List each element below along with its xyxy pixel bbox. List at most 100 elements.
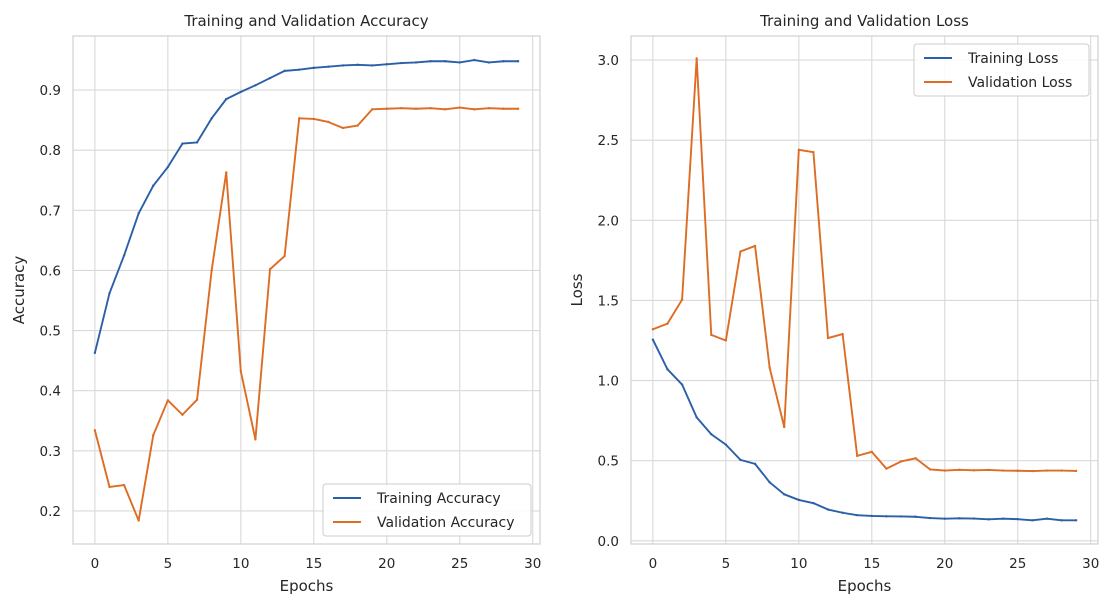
y-axis-label: Loss — [568, 273, 586, 306]
data-point — [943, 469, 946, 472]
data-point — [312, 66, 315, 70]
data-point — [225, 97, 228, 101]
data-point — [856, 513, 859, 517]
data-point — [370, 108, 374, 111]
data-point — [254, 84, 257, 87]
data-point — [783, 425, 786, 429]
data-point — [841, 511, 844, 514]
data-point — [268, 268, 272, 271]
data-point — [137, 212, 140, 215]
plot-area — [73, 36, 540, 544]
chart-0: 0 5 10 15 20 25 30 0.2 0.3 0.4 0.5 0.6 0.7 0.8 0.9 Trai… — [10, 12, 541, 595]
x-tick-label: 5 — [722, 556, 731, 572]
x-tick-label: 15 — [305, 556, 322, 572]
data-point — [414, 107, 418, 110]
data-point — [429, 106, 432, 110]
x-tick-label: 0 — [91, 556, 100, 572]
data-point — [1045, 517, 1049, 520]
data-point — [516, 107, 520, 110]
data-point — [473, 108, 476, 111]
data-point — [327, 65, 330, 68]
data-point — [870, 514, 873, 518]
data-point — [298, 68, 301, 71]
data-point — [928, 468, 932, 471]
legend-label: Training Accuracy — [376, 491, 501, 507]
data-point — [283, 254, 286, 258]
legend-label: Validation Accuracy — [377, 515, 515, 531]
data-point — [400, 61, 403, 65]
y-tick-label: 3.0 — [598, 53, 619, 69]
data-point — [195, 141, 199, 144]
data-point — [414, 61, 418, 64]
data-point — [239, 90, 243, 94]
data-point — [283, 69, 286, 73]
data-point — [1074, 469, 1078, 473]
data-point — [768, 481, 771, 484]
data-point — [195, 398, 199, 401]
data-point — [710, 433, 713, 436]
plot-frame — [630, 35, 1099, 545]
data-point — [651, 338, 655, 341]
x-tick-label: 10 — [790, 556, 807, 572]
data-point — [502, 107, 505, 110]
data-point — [429, 60, 432, 63]
data-point — [502, 60, 505, 63]
data-point — [487, 61, 491, 64]
data-point — [327, 120, 330, 124]
data-point — [768, 366, 771, 369]
data-point — [152, 184, 155, 187]
data-point — [710, 333, 713, 337]
data-point — [841, 332, 844, 336]
data-point — [797, 148, 801, 151]
chart-title: Training and Validation Accuracy — [183, 12, 428, 30]
data-point — [122, 483, 126, 487]
series-line-0 — [93, 59, 519, 354]
data-point — [987, 518, 990, 521]
y-tick-label: 1.0 — [598, 374, 619, 390]
data-point — [166, 399, 170, 402]
data-point — [356, 63, 359, 67]
data-point — [268, 76, 272, 80]
data-point — [516, 60, 520, 63]
x-tick-label: 20 — [378, 556, 395, 572]
data-point — [385, 63, 388, 66]
data-point — [181, 413, 184, 416]
data-point — [739, 250, 742, 253]
data-point — [443, 108, 447, 111]
data-point — [356, 124, 359, 127]
x-tick-label: 30 — [1082, 556, 1099, 572]
data-point — [680, 298, 684, 301]
x-tick-label: 0 — [649, 556, 658, 572]
data-point — [739, 458, 742, 462]
x-tick-label: 15 — [863, 556, 880, 572]
x-axis-label: Epochs — [838, 577, 892, 595]
data-point — [724, 339, 728, 342]
x-tick-label: 25 — [451, 556, 468, 572]
y-tick-label: 0.3 — [40, 444, 61, 460]
y-tick-label: 0.5 — [40, 324, 61, 340]
y-axis-label: Accuracy — [10, 256, 28, 325]
x-tick-label: 25 — [1009, 556, 1026, 572]
y-tick-label: 2.5 — [598, 133, 619, 149]
data-point — [987, 468, 990, 472]
data-point — [400, 106, 403, 110]
data-point — [651, 328, 655, 331]
data-point — [783, 493, 786, 496]
data-point — [680, 383, 684, 386]
data-point — [443, 60, 447, 63]
data-point — [458, 106, 461, 109]
data-point — [856, 454, 859, 458]
data-point — [958, 468, 961, 472]
data-point — [1016, 469, 1019, 472]
chart-title: Training and Validation Loss — [759, 12, 969, 30]
series-line-0 — [652, 339, 1077, 522]
data-point — [210, 269, 213, 272]
data-point — [312, 117, 315, 121]
data-point — [695, 57, 698, 60]
data-point — [1060, 519, 1063, 522]
y-tick-label: 0.6 — [40, 263, 61, 279]
plot-area — [631, 36, 1098, 544]
data-point — [1045, 469, 1049, 472]
data-point — [487, 106, 491, 110]
y-tick-label: 0.4 — [40, 384, 61, 400]
